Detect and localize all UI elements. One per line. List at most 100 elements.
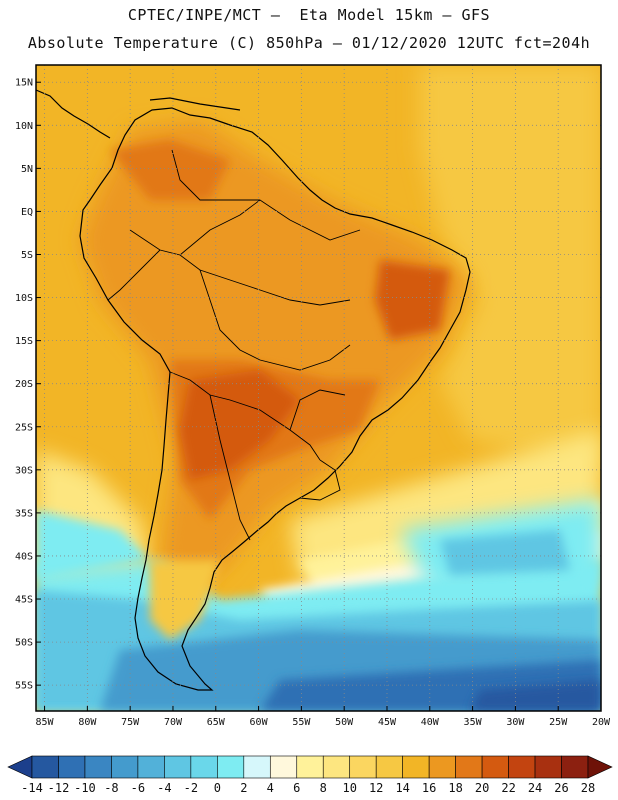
field-cold-5 [470,680,601,711]
lon-label: 30W [506,717,525,728]
colorbar-label: -8 [104,781,118,795]
colorbar-label: 24 [528,781,542,795]
chart-title-line1: CPTEC/INPE/MCT – Eta Model 15km – GFS [127,6,491,24]
lon-label: 45W [378,717,397,728]
field-patagonia [150,560,220,640]
border-7 [299,459,341,501]
border-1 [129,229,351,306]
colorbar-swatch [481,755,509,779]
lon-label: 70W [164,717,183,728]
lon-label: 65W [207,717,226,728]
caribbean-coast [149,97,241,111]
lat-label: 55S [15,681,33,692]
colorbar [7,755,613,779]
border-6 [289,389,346,431]
colorbar-swatch [349,755,377,779]
colorbar-swatch [296,755,324,779]
lat-label: 10N [15,121,33,132]
colorbar-label: 20 [475,781,489,795]
lon-label: 25W [549,717,568,728]
border-9 [171,149,260,201]
colorbar-labels: -14 -12 -10 -8 -6 -4 -2 0 2 4 6 8 10 12 14 16 18 20 22 24 26… [21,781,595,795]
border-8 [107,249,161,301]
colorbar-low-arrow [7,755,33,779]
lat-label: 20S [15,379,33,390]
colorbar-swatch [534,755,562,779]
map-frame [35,64,602,712]
lat-label: 15N [15,78,33,89]
colorbar-label: -14 [21,781,43,795]
colorbar-label: 16 [422,781,436,795]
lat-label: EQ [21,207,33,218]
colorbar-swatch [31,755,59,779]
border-5 [209,394,251,541]
lat-label: 30S [15,465,33,476]
field-pacific-cool [36,510,150,580]
lat-label: 15S [15,336,33,347]
temperature-field [36,65,601,711]
field-northeast-hot [375,260,450,340]
lon-label: 80W [78,717,97,728]
colorbar-label: 22 [501,781,515,795]
lat-label: 40S [15,551,33,562]
colorbar-label: 18 [448,781,462,795]
lat-label: 10S [15,293,33,304]
colorbar-label: -2 [184,781,198,795]
colorbar-swatch [137,755,165,779]
colorbar-label: -6 [131,781,145,795]
colorbar-label: -12 [48,781,70,795]
colorbar-label: 28 [581,781,595,795]
field-continent-hottest [180,370,300,480]
lon-label: 55W [292,717,311,728]
lon-label: 35W [464,717,483,728]
lat-label: 35S [15,508,33,519]
lat-label: 25S [15,422,33,433]
colorbar-label: 2 [240,781,247,795]
lon-label: 75W [121,717,140,728]
colorbar-swatch [84,755,112,779]
colorbar-swatch [164,755,192,779]
lon-label: 20W [592,717,611,728]
colorbar-label: 26 [554,781,568,795]
colorbar-label: 0 [214,781,221,795]
colorbar-swatch [190,755,218,779]
lat-label: 45S [15,595,33,606]
colorbar-swatch [243,755,271,779]
colorbar-swatch [58,755,86,779]
country-borders [107,149,361,541]
colorbar-label: -4 [157,781,171,795]
colorbar-swatch [322,755,351,779]
colorbar-label: 8 [320,781,327,795]
field-atlantic-yellow [420,65,601,470]
central-america-coast [36,89,111,139]
border-3 [199,269,351,371]
latitude-labels: 15N 10N 5N EQ 5S 10S 15S 20S 25S 30S 35S 40S 45S 50S 5… [15,78,41,692]
lon-label: 60W [250,717,269,728]
lat-label: 5N [21,164,33,175]
colorbar-label: 6 [293,781,300,795]
colorbar-swatch [561,755,589,779]
colorbar-high-arrow [587,755,613,779]
colorbar-swatch [111,755,139,779]
colorbar-label: 4 [267,781,274,795]
lat-label: 50S [15,638,33,649]
field-continent-orange [80,120,470,600]
lon-label: 50W [335,717,354,728]
lon-label: 40W [421,717,440,728]
colorbar-swatch [402,755,430,779]
field-north-hot [110,140,230,200]
colorbar-label: -10 [74,781,96,795]
lon-label: 85W [36,717,55,728]
longitude-labels: 85W 80W 75W 70W 65W 60W 55W 50W 45W 40W 35W 30W 25W 2… [36,706,611,728]
colorbar-swatch [508,755,536,779]
lat-label: 5S [21,250,33,261]
colorbar-swatch [217,755,245,779]
colorbar-swatch [428,755,456,779]
colorbar-swatch [269,755,298,779]
colorbar-label: 14 [395,781,409,795]
colorbar-label: 12 [369,781,383,795]
border-4 [169,371,321,461]
colorbar-label: 10 [342,781,356,795]
colorbar-swatch [455,755,483,779]
